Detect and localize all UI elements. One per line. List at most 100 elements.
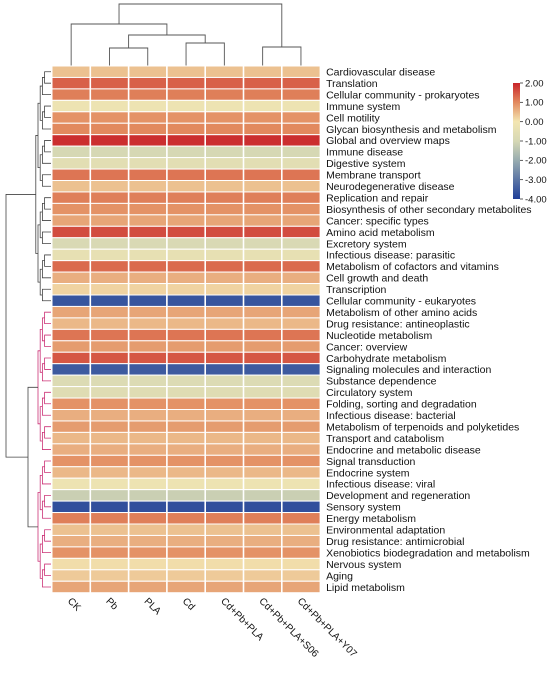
- heatmap-cell: [281, 363, 321, 376]
- heatmap-cell: [166, 65, 206, 78]
- heatmap-cell: [281, 409, 321, 422]
- heatmap-cell: [204, 363, 244, 376]
- heatmap-cell: [128, 214, 168, 227]
- heatmap-cell: [243, 145, 283, 159]
- color-legend-ticks: 2.00 1.00 0.00 -1.00 -2.00 -3.00 -4.00: [520, 78, 547, 205]
- heatmap-cell: [89, 397, 130, 410]
- heatmap-cell: [89, 431, 130, 445]
- heatmap-cell: [51, 580, 91, 594]
- dendrogram-branch: [42, 363, 51, 382]
- heatmap-cell: [243, 111, 283, 124]
- heatmap-cell: [128, 500, 168, 514]
- legend-tick-label: -4.00: [525, 194, 547, 205]
- heatmap-cell: [89, 294, 130, 307]
- heatmap-cell: [281, 454, 321, 468]
- heatmap-cell: [281, 134, 321, 147]
- heatmap-cell: [51, 145, 91, 159]
- heatmap-cell: [89, 546, 130, 559]
- heatmap-cell: [51, 191, 91, 204]
- heatmap-cell: [166, 466, 206, 479]
- heatmap-cell: [243, 454, 283, 468]
- heatmap-cell: [243, 202, 283, 216]
- heatmap-cell: [243, 431, 283, 445]
- heatmap-cell: [166, 363, 206, 376]
- dendrogram-branch: [44, 254, 51, 267]
- row-label: Lipid metabolism: [326, 582, 405, 594]
- heatmap-cell: [166, 99, 206, 113]
- row-labels: Cardiovascular diseaseTranslationCellula…: [326, 67, 531, 594]
- heatmap-cell: [166, 443, 206, 456]
- heatmap-cell: [281, 237, 321, 250]
- heatmap-cell: [128, 546, 168, 559]
- heatmap-cell: [166, 271, 206, 285]
- heatmap-cell: [128, 523, 168, 536]
- heatmap-cell: [89, 134, 130, 147]
- heatmap-cell: [281, 76, 321, 90]
- dendrogram-branch: [44, 391, 51, 405]
- heatmap-cell: [128, 477, 168, 491]
- heatmap-cell: [281, 145, 321, 159]
- heatmap-cell: [89, 489, 130, 502]
- heatmap-cell: [89, 512, 130, 525]
- row-label: Drug resistance: antineoplastic: [326, 318, 470, 330]
- heatmap-cell: [243, 76, 283, 90]
- heatmap-cell: [166, 145, 206, 159]
- heatmap-cell: [128, 202, 168, 216]
- heatmap-cell: [281, 294, 321, 307]
- heatmap-cell: [166, 534, 206, 548]
- heatmap-cell: [166, 202, 206, 216]
- heatmap-cell: [281, 431, 321, 445]
- heatmap-cell: [166, 500, 206, 514]
- heatmap-cell: [243, 466, 283, 479]
- dendrogram-branch: [44, 140, 51, 153]
- heatmap-cell: [243, 283, 283, 296]
- heatmap-cell: [51, 397, 91, 410]
- row-label: Nucleotide metabolism: [326, 330, 432, 342]
- heatmap-cell: [243, 134, 283, 147]
- row-label: Cancer: specific types: [326, 215, 429, 227]
- heatmap-cell: [128, 134, 168, 147]
- dendrogram-branch: [42, 231, 51, 244]
- row-label: Infectious disease: viral: [326, 479, 435, 491]
- dendrogram-branch: [42, 466, 51, 485]
- heatmap-cell: [281, 512, 321, 525]
- heatmap-cell: [166, 134, 206, 147]
- heatmap-cell: [89, 523, 130, 536]
- dendrogram-branch: [42, 569, 51, 588]
- heatmap-cell: [243, 477, 283, 491]
- legend-tick-label: 2.00: [525, 78, 544, 89]
- heatmap-cell: [89, 271, 130, 285]
- heatmap-cell: [204, 180, 244, 193]
- heatmap-cell: [204, 260, 244, 273]
- heatmap-cell: [166, 477, 206, 491]
- heatmap-cell: [166, 431, 206, 445]
- heatmap-cell: [51, 351, 91, 365]
- dendrogram-branch: [70, 23, 168, 66]
- heatmap-cell: [51, 305, 91, 319]
- heatmap-cell: [243, 580, 283, 594]
- heatmap-cell: [281, 214, 321, 227]
- heatmap-cell: [166, 374, 206, 388]
- heatmap-cell: [243, 168, 283, 182]
- heatmap-cell: [89, 99, 130, 113]
- heatmap-cell: [281, 305, 321, 319]
- dendrogram-branch: [42, 535, 51, 554]
- heatmap-cell: [51, 546, 91, 559]
- dendrogram-branch: [128, 34, 206, 48]
- heatmap-cell: [128, 569, 168, 582]
- heatmap-cell: [166, 420, 206, 433]
- heatmap-cell: [204, 317, 244, 330]
- heatmap-cell: [89, 168, 130, 182]
- row-label: Replication and repair: [326, 192, 429, 204]
- heatmap-cell: [204, 500, 244, 514]
- heatmap-cell: [281, 477, 321, 491]
- heatmap-cell: [243, 546, 283, 559]
- heatmap-cell: [166, 260, 206, 273]
- heatmap-cell: [89, 157, 130, 170]
- heatmap-cell: [243, 328, 283, 342]
- row-label: Cellular community - eukaryotes: [326, 296, 476, 308]
- heatmap-cell: [166, 409, 206, 422]
- heatmap-cell: [166, 454, 206, 468]
- row-label: Energy metabolism: [326, 513, 416, 525]
- heatmap-cell: [281, 157, 321, 170]
